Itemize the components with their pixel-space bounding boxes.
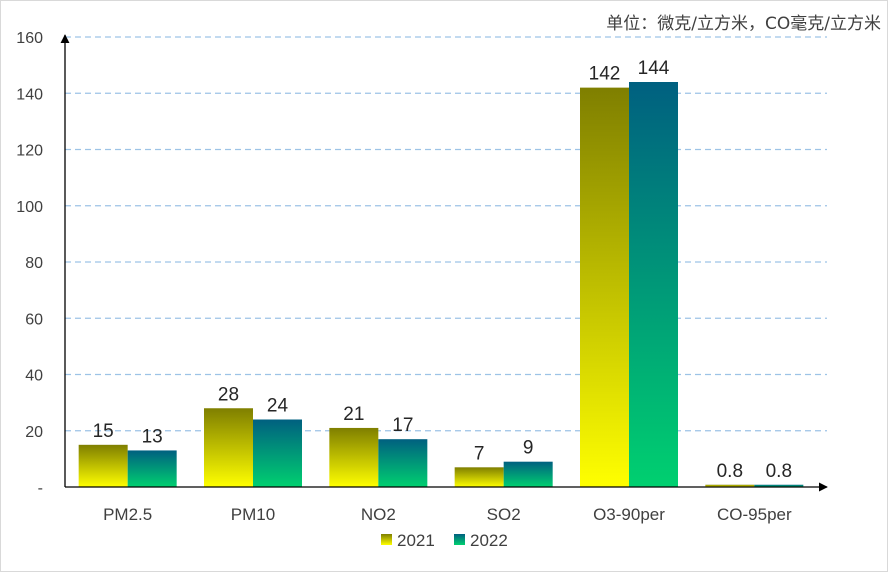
bar-2021-NO2 (329, 427, 379, 487)
bars (78, 82, 804, 487)
data-label: 24 (267, 396, 289, 417)
y-tick-label: 60 (25, 311, 43, 328)
data-label: 21 (343, 404, 364, 425)
bar-2021-PM10 (204, 408, 253, 487)
data-label: 144 (638, 58, 670, 79)
bar-2021-O3-90per (580, 87, 629, 487)
unit-note: 单位：微克/立方米，CO毫克/立方米 (606, 14, 881, 34)
category-label: SO2 (487, 505, 521, 524)
data-label: 0.8 (766, 461, 792, 482)
bar-2022-SO2 (503, 461, 553, 487)
data-label: 142 (589, 64, 621, 85)
y-tick-labels: - 20 40 60 80 100 120 140 160 (16, 30, 43, 497)
y-tick-label: 100 (16, 199, 43, 216)
gridlines (65, 36, 827, 432)
data-label: 13 (142, 426, 163, 447)
data-label: 0.8 (717, 461, 743, 482)
y-tick-label: 80 (25, 255, 43, 272)
bar-2021-CO-95per (705, 484, 755, 487)
category-label: PM2.5 (103, 505, 152, 524)
data-label: 9 (523, 438, 534, 459)
legend-label: 2021 (397, 531, 435, 550)
category-label: O3-90per (593, 505, 665, 524)
bar-2022-PM2.5 (127, 450, 177, 487)
category-label: PM10 (231, 505, 275, 524)
bar-2022-CO-95per (754, 484, 804, 487)
legend-swatch-2022 (454, 534, 465, 545)
bar-2022-O3-90per (629, 82, 678, 487)
y-tick-label: - (38, 480, 43, 497)
category-label: NO2 (361, 505, 396, 524)
data-label: 17 (392, 415, 413, 436)
data-label: 15 (93, 421, 114, 442)
legend: 2021 2022 (381, 531, 508, 550)
bar-2021-SO2 (454, 467, 504, 487)
y-tick-label: 120 (16, 143, 43, 160)
data-label: 28 (218, 384, 239, 405)
bar-2021-PM2.5 (78, 444, 128, 487)
bar-2022-PM10 (253, 419, 302, 487)
y-tick-label: 160 (16, 30, 43, 47)
data-labels: 15 13 28 24 21 17 7 9 142 144 0.8 0.8 (93, 58, 792, 482)
data-label: 7 (474, 443, 485, 464)
category-labels: PM2.5 PM10 NO2 SO2 O3-90per CO-95per (103, 505, 792, 524)
axes (60, 34, 828, 492)
category-label: CO-95per (717, 505, 792, 524)
legend-label: 2022 (470, 531, 508, 550)
y-tick-label: 140 (16, 86, 43, 103)
bar-2022-NO2 (378, 439, 428, 487)
y-tick-label: 40 (25, 368, 43, 385)
legend-swatch-2021 (381, 534, 392, 545)
y-tick-label: 20 (25, 424, 43, 441)
